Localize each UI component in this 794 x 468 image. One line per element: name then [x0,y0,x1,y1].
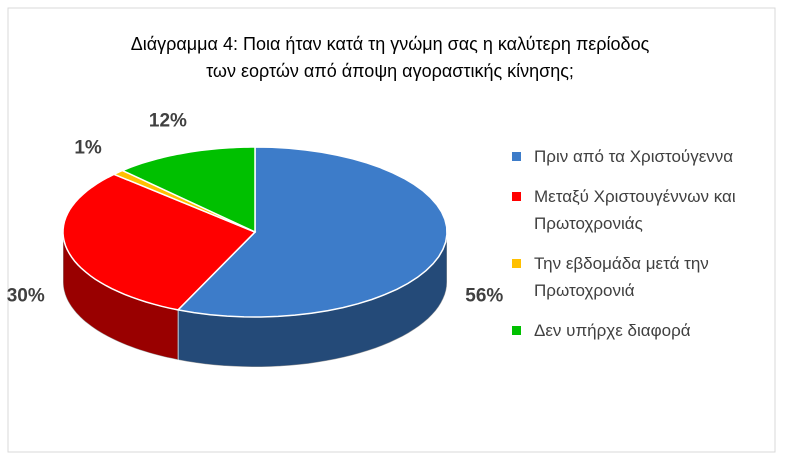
slice-side-shade [178,232,447,367]
slice [62,173,257,311]
slice-side-shade [63,232,178,360]
data-label: 56% [465,285,503,306]
data-label: 1% [74,138,102,159]
legend-swatch [512,192,521,201]
chart-title: των εορτών από άποψη αγοραστικής κίνησης… [206,61,574,81]
legend-entry: Πριν από τα Χριστούγεννα [512,143,752,170]
legend-swatch [512,326,521,335]
legend-entry: Την εβδομάδα μετά την Πρωτοχρονιά [512,250,752,304]
legend-entry: Μεταξύ Χριστουγέννων και Πρωτοχρονιάς [512,183,752,237]
legend-label: Μεταξύ Χριστουγέννων και Πρωτοχρονιάς [534,187,736,233]
slice [120,146,256,234]
slice [176,146,448,318]
legend: Πριν από τα Χριστούγεννα Μεταξύ Χριστουγέ… [512,143,752,357]
legend-swatch [512,259,521,268]
data-label: 12% [149,111,187,132]
slice [112,169,256,233]
legend-label: Δεν υπήρχε διαφορά [534,321,691,340]
chart-title: Διάγραμμα 4: Ποια ήταν κατά τη γνώμη σας… [131,34,650,54]
legend-label: Την εβδομάδα μετά την Πρωτοχρονιά [534,254,709,300]
data-label: 30% [7,285,45,306]
legend-label: Πριν από τα Χριστούγεννα [534,147,734,166]
legend-entry: Δεν υπήρχε διαφορά [512,317,752,344]
legend-swatch [512,152,521,161]
